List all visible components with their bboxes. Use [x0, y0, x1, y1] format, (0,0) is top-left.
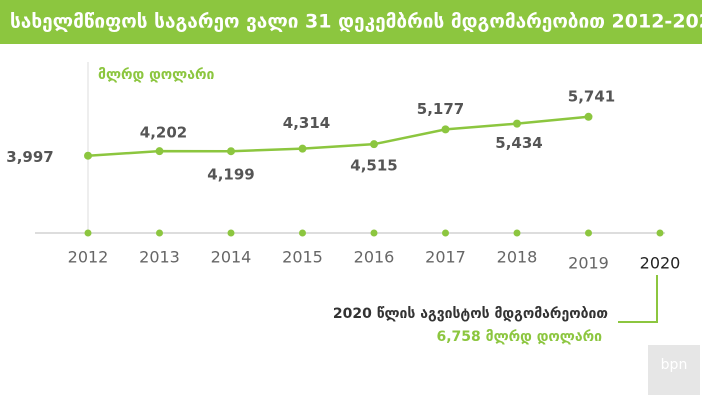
chart-title: სახელმწიფოს საგარეო ვალი 31 დეკემბრის მდ… [10, 11, 702, 33]
x-tick-label: 2016 [354, 248, 395, 267]
annotation-text: 2020 წლის აგვისტოს მდგომარეობით [333, 306, 608, 322]
point [84, 151, 92, 160]
x-tick-label: 2019 [568, 254, 609, 273]
watermark: bpn [661, 357, 688, 373]
x-tick-dot [299, 229, 306, 237]
x-tick-dot [156, 229, 163, 237]
x-tick-label: 2012 [68, 248, 109, 267]
y-axis-label: მლრდ დოლარი [98, 67, 214, 83]
point [441, 125, 450, 134]
x-tick-dot [227, 229, 235, 237]
x-tick-label: 2014 [211, 248, 252, 267]
x-tick-dot [370, 229, 378, 237]
x-tick-dot [513, 229, 521, 237]
x-tick-label: 2020 [640, 254, 681, 273]
x-tick-label: 2013 [139, 248, 180, 267]
point [298, 144, 307, 153]
watermark-box [648, 345, 700, 395]
value-label: 4,199 [207, 166, 254, 184]
x-tick-dot [84, 229, 92, 237]
x-tick-dot [442, 229, 449, 237]
value-label: 5,434 [495, 134, 542, 152]
x-tick-label: 2018 [497, 248, 538, 267]
value-label: 3,997 [6, 148, 53, 166]
value-label: 4,515 [350, 157, 397, 175]
point [584, 112, 593, 121]
value-label: 5,741 [568, 87, 615, 105]
x-tick-label: 2015 [282, 248, 323, 267]
x-tick-dot [585, 229, 592, 237]
point [227, 147, 235, 156]
annotation-value: 6,758 მლრდ დოლარი [436, 329, 602, 345]
callout-line [618, 275, 658, 323]
value-label: 5,177 [417, 100, 464, 118]
point [513, 119, 521, 128]
value-label: 4,314 [283, 114, 330, 132]
point [370, 140, 378, 149]
line [87, 115, 589, 157]
title-bar [0, 0, 702, 44]
point [155, 147, 164, 156]
value-label: 4,202 [140, 124, 187, 142]
x-tick-dot [656, 229, 664, 237]
x-tick-label: 2017 [425, 248, 466, 267]
